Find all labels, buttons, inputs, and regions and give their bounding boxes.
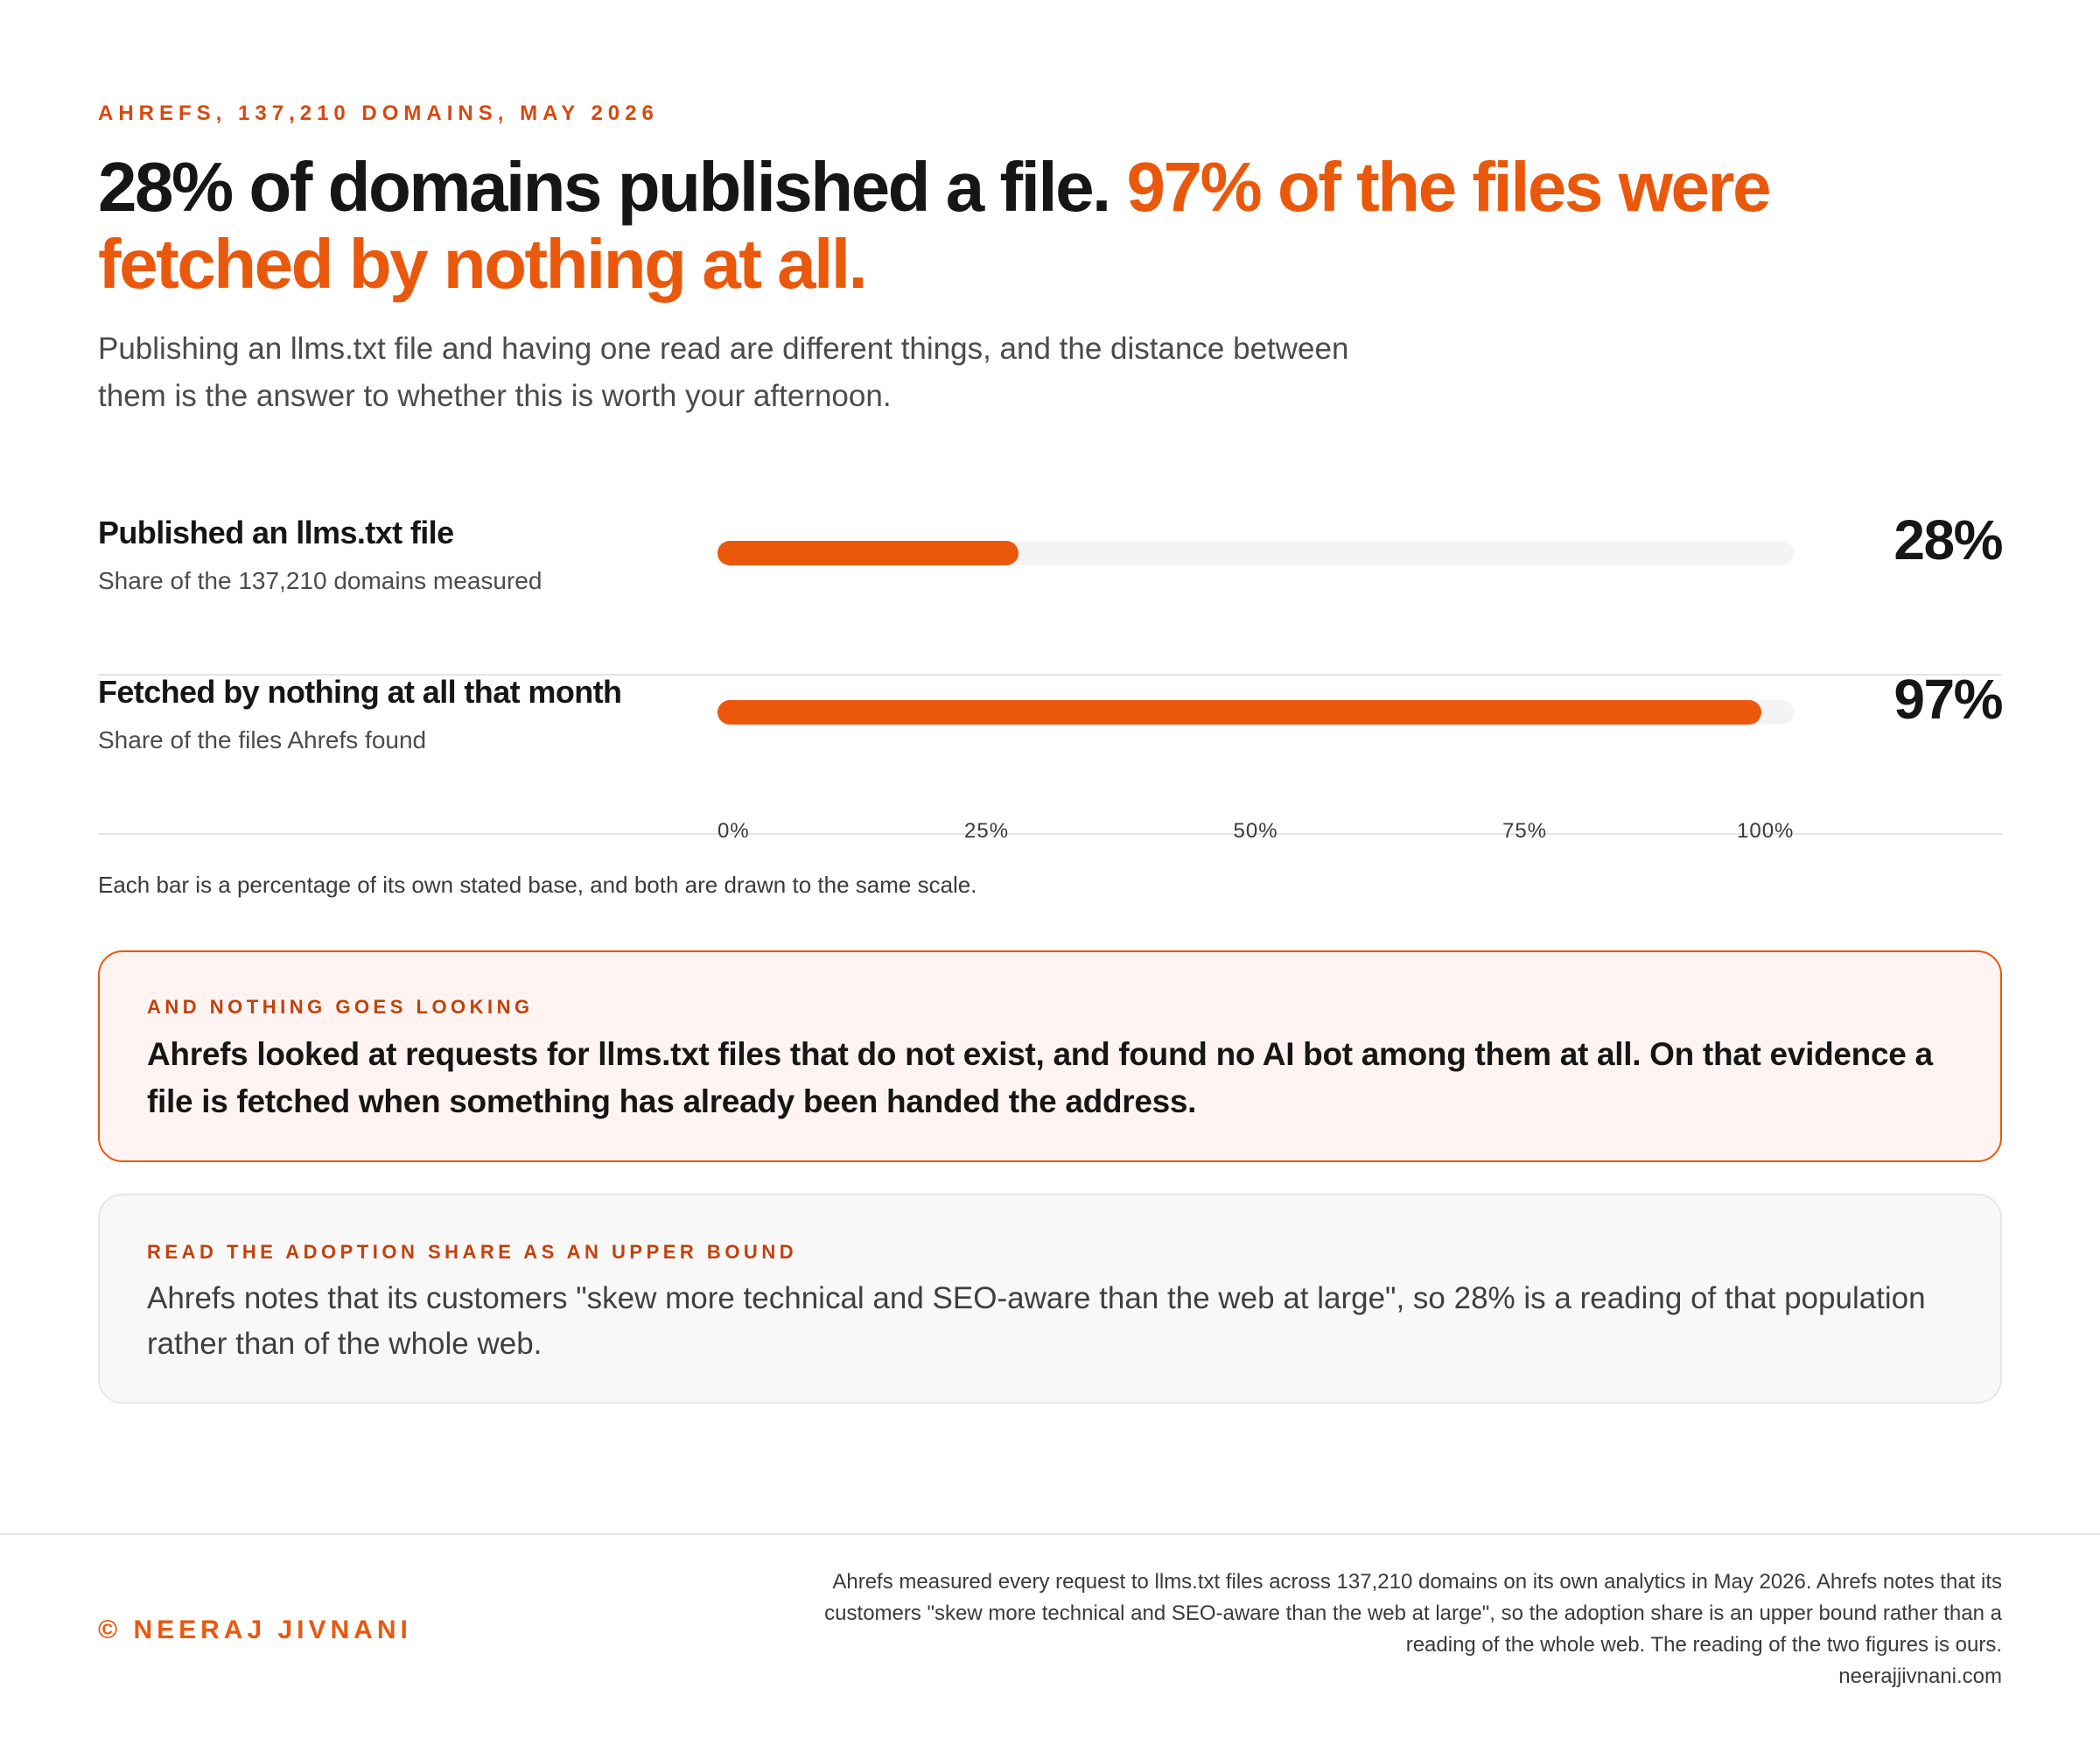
bar-value: 97% xyxy=(1894,668,2003,731)
bar-track xyxy=(718,541,1794,565)
bar-sublabel: Share of the files Ahrefs found xyxy=(98,726,427,753)
bar-track xyxy=(718,700,1794,725)
headline: 28% of domains published a file. 97% of … xyxy=(98,149,1936,303)
bar-row-published: Published an llms.txt file Share of the … xyxy=(98,508,2003,676)
bar-value: 28% xyxy=(1894,508,2003,571)
footer-divider xyxy=(0,1533,2100,1535)
eyebrow: AHREFS, 137,210 DOMAINS, MAY 2026 xyxy=(98,102,659,125)
bar-sublabel: Share of the 137,210 domains measured xyxy=(98,567,542,594)
x-tick-label: 100% xyxy=(1737,819,1795,843)
bar-label: Published an llms.txt file xyxy=(98,515,454,550)
callout-body: Ahrefs looked at requests for llms.txt f… xyxy=(147,1036,1933,1119)
callout-upper-bound: READ THE ADOPTION SHARE AS AN UPPER BOUN… xyxy=(98,1194,2002,1404)
bar-fill-unfetched xyxy=(718,700,1762,725)
source-text: Ahrefs measured every request to llms.tx… xyxy=(824,1570,2002,1657)
callout-kicker: AND NOTHING GOES LOOKING xyxy=(147,996,534,1018)
subhead: Publishing an llms.txt file and having o… xyxy=(98,332,1349,413)
x-tick-label: 75% xyxy=(1502,819,1548,843)
x-axis: 0% 25% 50% 75% 100% xyxy=(718,819,1794,849)
bar-fill-published xyxy=(718,541,1019,565)
x-tick-label: 50% xyxy=(1233,819,1278,843)
bar-label: Fetched by nothing at all that month xyxy=(98,674,622,710)
x-tick-label: 25% xyxy=(964,819,1010,843)
chart-note: Each bar is a percentage of its own stat… xyxy=(98,872,977,898)
copyright-credit: © NEERAJ JIVNANI xyxy=(98,1615,412,1644)
headline-lead: 28% of domains published a file. xyxy=(98,148,1111,226)
x-tick-label: 0% xyxy=(718,819,750,843)
source-footnote: Ahrefs measured every request to llms.tx… xyxy=(777,1566,2002,1692)
callout-kicker: READ THE ADOPTION SHARE AS AN UPPER BOUN… xyxy=(147,1241,798,1263)
headline-accent: 97% of the files were fetched by nothing… xyxy=(98,148,1771,303)
site-url: neerajjivnani.com xyxy=(1838,1664,2002,1688)
callout-nothing-goes-looking: AND NOTHING GOES LOOKING Ahrefs looked a… xyxy=(98,950,2002,1162)
callout-body: Ahrefs notes that its customers "skew mo… xyxy=(147,1281,1926,1361)
bar-row-unfetched: Fetched by nothing at all that month Sha… xyxy=(98,668,2003,835)
